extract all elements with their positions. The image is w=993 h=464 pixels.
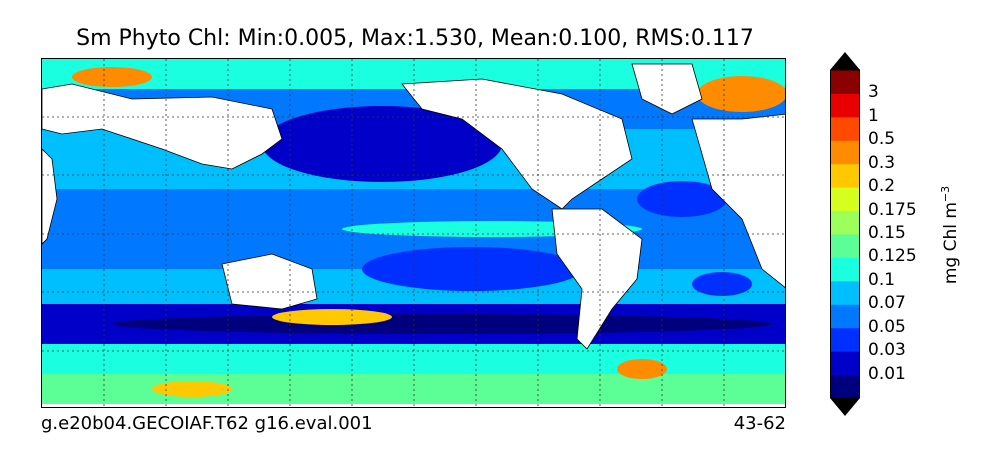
colorbar-tick-label: 0.125	[868, 246, 917, 267]
colorbar-max-arrow	[830, 52, 860, 70]
south-atlantic-gyre	[692, 272, 752, 296]
colorbar	[830, 52, 860, 416]
colorbar-label: mg Chl m−3	[939, 186, 961, 284]
colorbar-min-arrow	[830, 398, 860, 416]
run-name: g.e20b04.GECOIAF.T62 g16.eval.001	[41, 413, 373, 434]
colorbar-tick-label: 0.175	[868, 199, 917, 220]
colorbar-tick-label: 0.5	[868, 129, 896, 150]
chlorophyll-map	[41, 58, 786, 408]
colorbar-segment	[830, 163, 860, 188]
land-greenland	[631, 63, 703, 115]
colorbar-tick-label: 0.1	[868, 269, 896, 290]
year-range: 43-62	[733, 413, 786, 434]
south-pacific-gyre	[362, 247, 582, 291]
colorbar-tick-label: 3	[868, 82, 879, 103]
land-north-america	[401, 78, 633, 210]
colorbar-label-text: mg Chl m	[940, 202, 961, 285]
colorbar-segment	[830, 70, 860, 94]
colorbar-tick-label: 0.3	[868, 152, 896, 173]
colorbar-tick-label: 0.2	[868, 176, 896, 197]
colorbar-segment	[830, 210, 860, 235]
colorbar-segment	[830, 304, 860, 329]
land-asia	[42, 83, 283, 170]
colorbar-tick-label: 0.03	[868, 340, 906, 361]
colorbar-segment	[830, 374, 860, 399]
colorbar-segment	[830, 257, 860, 282]
colorbar-segment	[830, 280, 860, 305]
colorbar-segment	[830, 187, 860, 212]
high-chl-patch	[72, 67, 152, 87]
graticule	[42, 59, 785, 407]
colorbar-segment	[830, 140, 860, 165]
colorbar-segment	[830, 327, 860, 352]
high-chl-patch	[272, 309, 392, 325]
land-africa	[42, 148, 58, 245]
map-title: Sm Phyto Chl: Min:0.005, Max:1.530, Mean…	[76, 26, 754, 51]
colorbar-segment	[830, 93, 860, 118]
colorbar-tick-label: 1	[868, 105, 879, 126]
north-pacific-gyre	[262, 106, 502, 182]
map-canvas	[42, 59, 785, 407]
colorbar-label-exponent: −3	[939, 185, 953, 203]
colorbar-outline	[830, 69, 860, 399]
colorbar-segment	[830, 116, 860, 141]
high-chl-patch	[617, 359, 667, 379]
land-south-america	[551, 208, 643, 350]
colorbar-tick-label: 0.01	[868, 363, 906, 384]
colorbar-tick-label: 0.07	[868, 293, 906, 314]
high-chl-patch	[152, 381, 232, 397]
southern-ocean-core	[112, 314, 772, 334]
land-australia	[221, 253, 318, 310]
colorbar-segment	[830, 351, 860, 376]
north-atlantic-gyre	[637, 181, 727, 217]
high-chl-patch	[697, 76, 785, 112]
colorbar-tick-label: 0.15	[868, 223, 906, 243]
colorbar-segment	[830, 234, 860, 258]
colorbar-tick-label: 0.05	[868, 316, 906, 337]
